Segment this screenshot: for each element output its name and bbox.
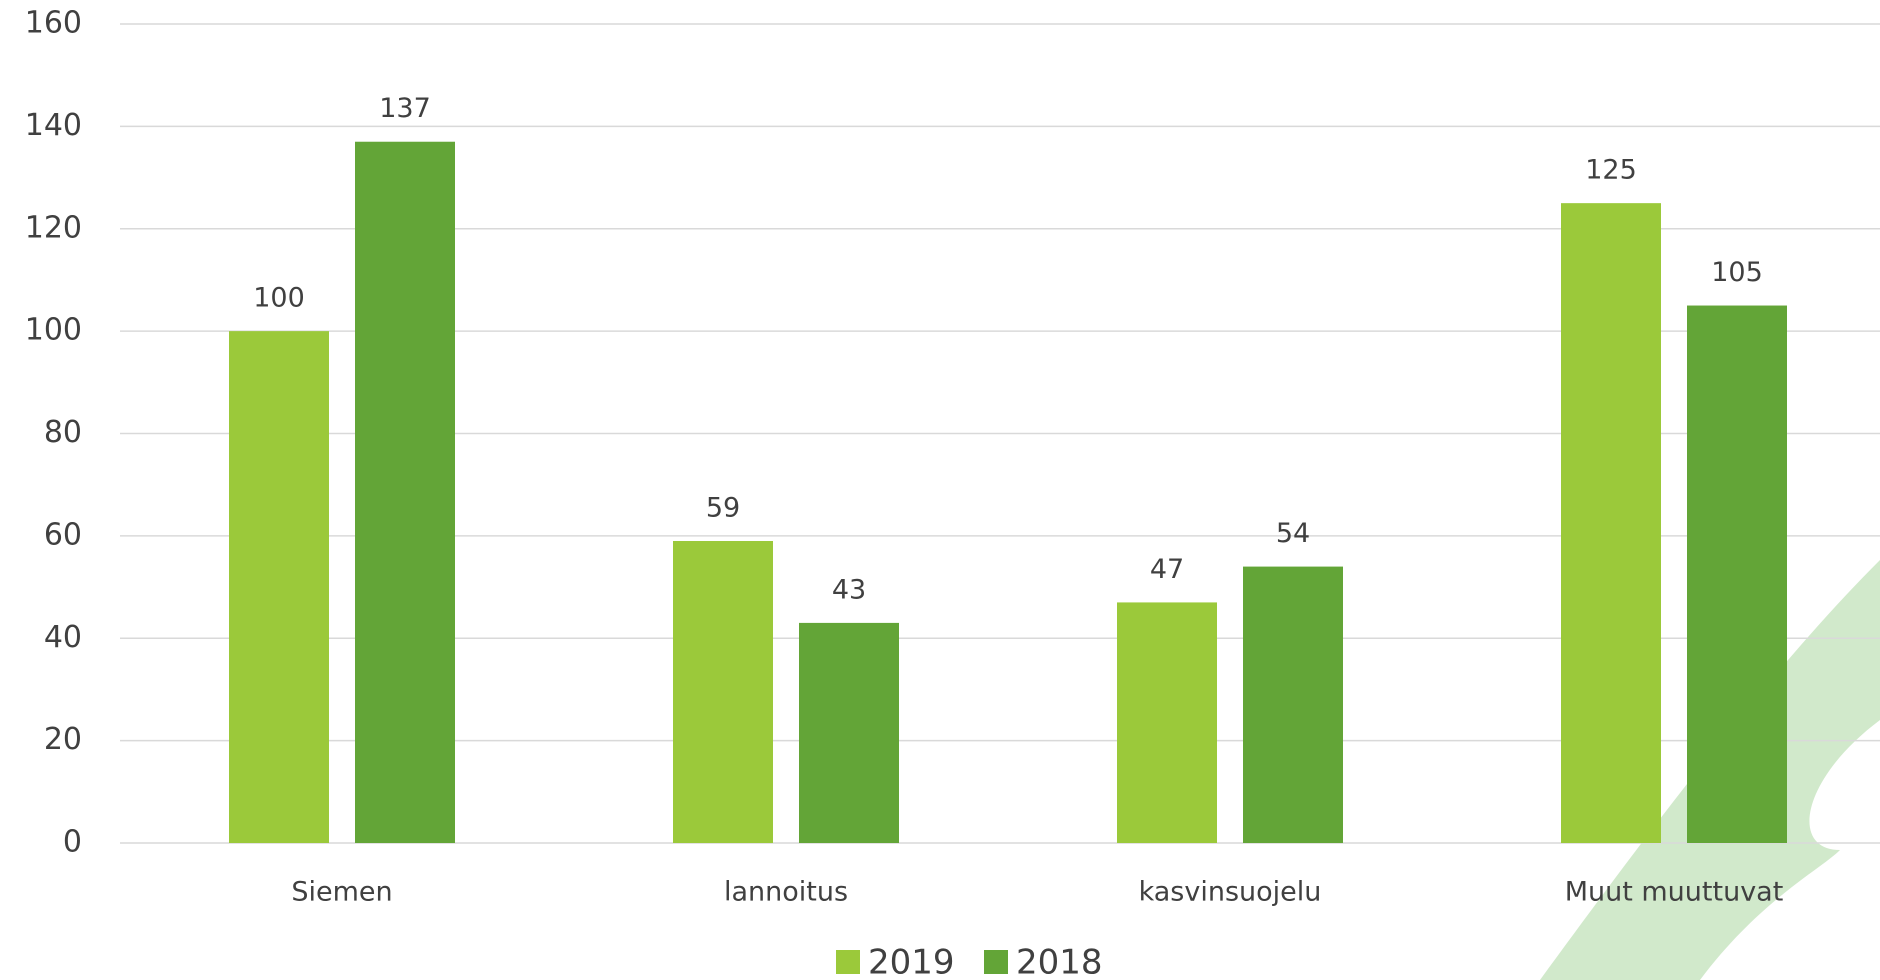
legend-label: 2018 xyxy=(1016,943,1103,980)
y-tick-label: 40 xyxy=(44,620,82,655)
bar xyxy=(1561,203,1661,843)
bar xyxy=(799,623,899,843)
x-tick-label: kasvinsuojelu xyxy=(1139,877,1322,908)
x-tick-label: Muut muuttuvat xyxy=(1565,877,1784,908)
x-tick-label: lannoitus xyxy=(724,877,848,908)
y-tick-label: 160 xyxy=(25,6,82,41)
x-tick-label: Siemen xyxy=(291,877,392,908)
chart: 0 20 40 60 80 100 120 140 160 Siemen 100 137 lannoit… xyxy=(0,0,1880,980)
bar xyxy=(1117,602,1217,843)
bar xyxy=(673,541,773,843)
value-label: 100 xyxy=(253,283,305,314)
value-label: 137 xyxy=(379,93,431,124)
value-label: 47 xyxy=(1150,554,1184,585)
y-tick-label: 20 xyxy=(44,722,82,757)
bar xyxy=(355,142,455,843)
value-label: 125 xyxy=(1585,155,1637,186)
bar xyxy=(1243,567,1343,843)
legend-label: 2019 xyxy=(868,943,955,980)
bar xyxy=(229,331,329,843)
legend-swatch xyxy=(984,950,1008,974)
y-tick-label: 0 xyxy=(63,825,82,860)
legend-swatch xyxy=(836,950,860,974)
value-label: 105 xyxy=(1711,257,1763,288)
y-tick-label: 60 xyxy=(44,517,82,552)
page: 0 20 40 60 80 100 120 140 160 Siemen 100 137 lannoit… xyxy=(0,0,1880,980)
y-tick-label: 100 xyxy=(25,313,82,348)
bar xyxy=(1687,306,1787,843)
y-tick-label: 120 xyxy=(25,210,82,245)
y-tick-label: 80 xyxy=(44,415,82,450)
value-label: 59 xyxy=(706,492,740,523)
y-tick-label: 140 xyxy=(25,108,82,143)
value-label: 43 xyxy=(832,574,866,605)
value-label: 54 xyxy=(1276,518,1310,549)
